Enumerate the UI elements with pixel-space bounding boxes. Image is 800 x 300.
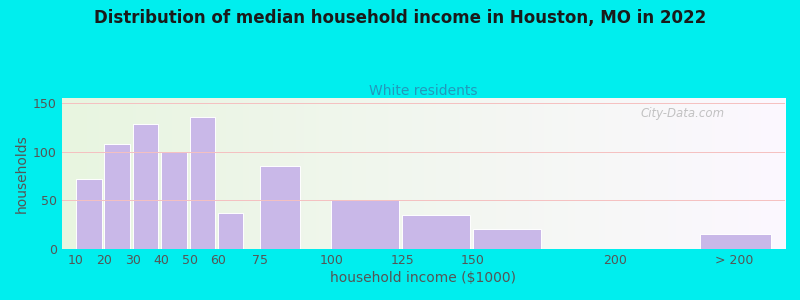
Y-axis label: households: households bbox=[15, 134, 29, 213]
Bar bbox=[700, 234, 771, 249]
Bar bbox=[133, 124, 158, 249]
Bar bbox=[473, 230, 541, 249]
Bar bbox=[331, 200, 399, 249]
Bar bbox=[190, 118, 215, 249]
Bar bbox=[218, 213, 243, 249]
X-axis label: household income ($1000): household income ($1000) bbox=[330, 271, 517, 285]
Text: Distribution of median household income in Houston, MO in 2022: Distribution of median household income … bbox=[94, 9, 706, 27]
Bar bbox=[161, 152, 186, 249]
Bar bbox=[105, 144, 130, 249]
Bar bbox=[76, 179, 102, 249]
Bar bbox=[402, 215, 470, 249]
Bar bbox=[261, 166, 300, 249]
Text: City-Data.com: City-Data.com bbox=[640, 106, 725, 120]
Title: White residents: White residents bbox=[370, 84, 478, 98]
